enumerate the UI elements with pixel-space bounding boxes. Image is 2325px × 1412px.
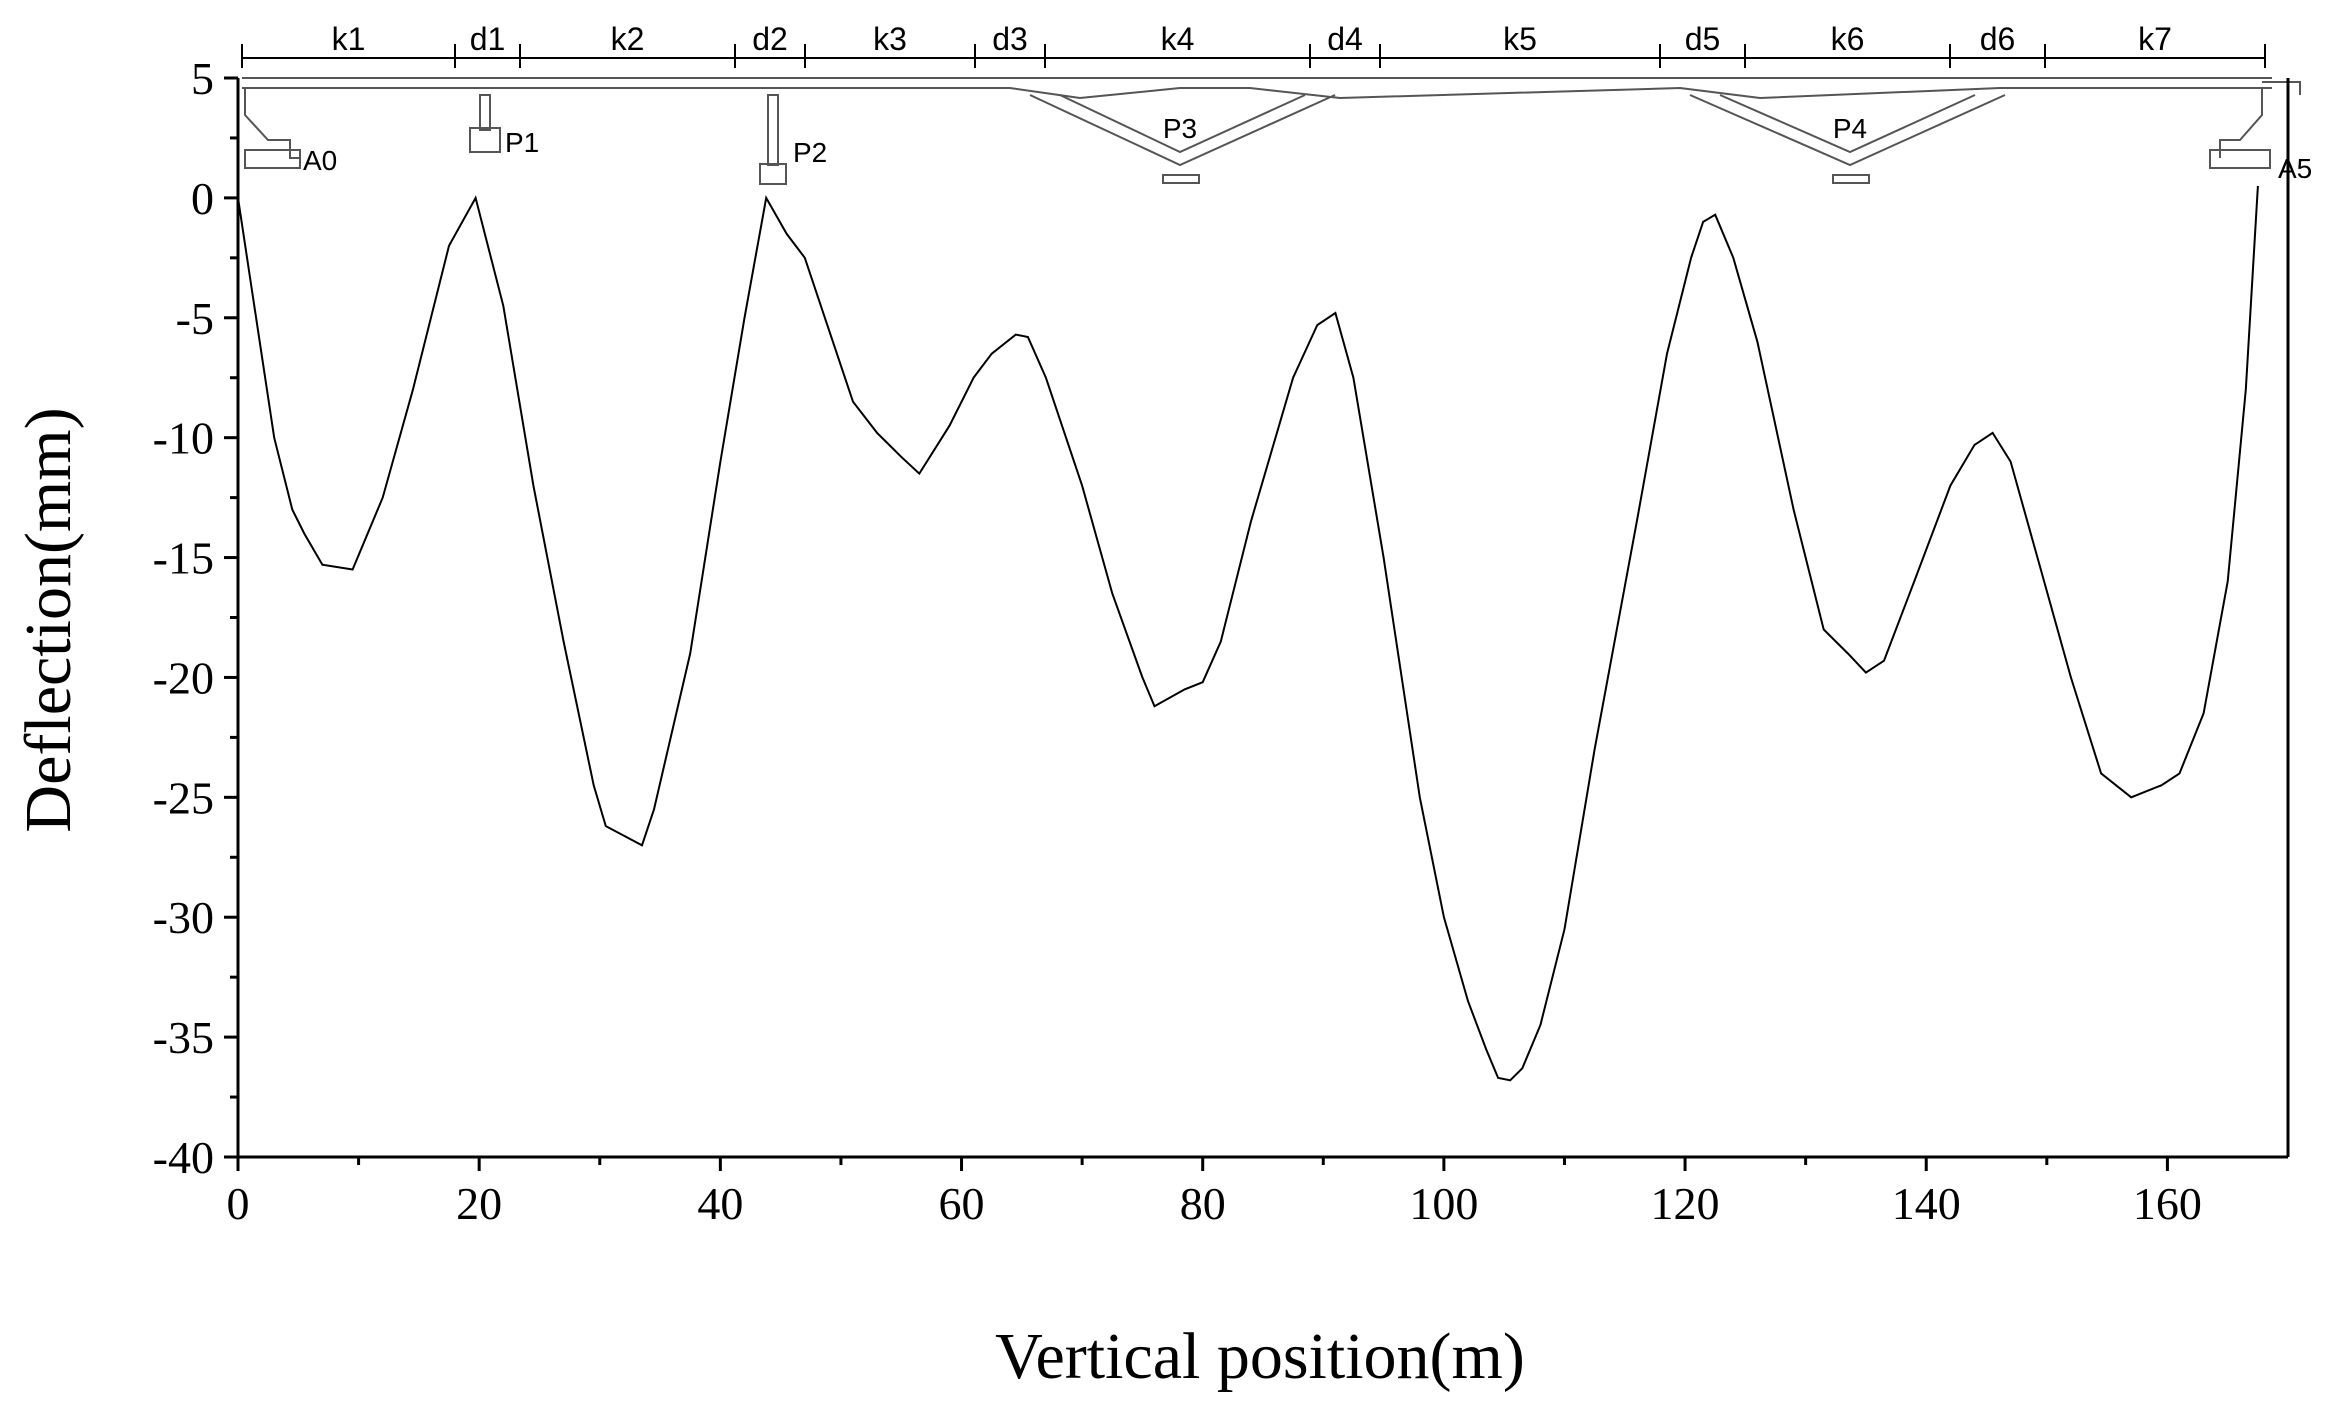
y-tick-label: -30 [153,892,214,943]
pier-p4-base [1832,174,1870,184]
segment-label: d3 [992,21,1028,57]
pier-p4-inner [1719,94,1976,154]
y-tick-label: -10 [153,413,214,464]
y-axis-label: Deflection(mm) [12,407,85,832]
y-tick-label: -25 [153,772,214,823]
abutment-a5-footing [2209,149,2271,169]
segment-label: d1 [470,21,506,57]
pier-p3-base [1162,174,1200,184]
abutment-a0-footing [244,149,301,169]
y-tick-label: -5 [176,293,214,344]
pier-p3-inner [1059,94,1306,154]
segment-label: d4 [1327,21,1363,57]
pier-p3-outer [1029,94,1336,167]
support-label: A0 [303,145,337,176]
support-label: P3 [1163,113,1197,144]
pier-p1 [479,94,491,131]
support-label: A5 [2278,153,2312,184]
segment-label: d5 [1685,21,1721,57]
axes [236,78,2290,1159]
y-ticks: 5 0 -5 -10 -15 -20 -25 -30 -35 -40 [153,53,238,1183]
segment-label: k3 [873,21,907,57]
x-tick-label: 0 [227,1178,250,1229]
segment-label: k5 [1503,21,1537,57]
x-tick-label: 60 [939,1178,985,1229]
abutment-a0 [244,88,300,159]
y-tick-label: -35 [153,1012,214,1063]
x-tick-label: 40 [697,1178,743,1229]
abutment-a5 [2219,88,2263,158]
x-tick-label: 120 [1651,1178,1720,1229]
segment-label: k4 [1161,21,1195,57]
x-ticks: 0 20 40 60 80 100 120 140 160 [227,1157,2202,1229]
segment-label: k6 [1831,21,1865,57]
support-label: P4 [1833,113,1867,144]
segment-label: d6 [1980,21,2016,57]
y-tick-label: -40 [153,1132,214,1183]
y-tick-label: 5 [191,53,214,104]
support-label: P1 [505,127,539,158]
segment-label: k1 [332,21,366,57]
x-tick-label: 100 [1409,1178,1478,1229]
x-tick-label: 20 [456,1178,502,1229]
x-tick-label: 160 [2133,1178,2202,1229]
plot-area [237,185,2259,1082]
abutment-a5-wall [2262,81,2301,95]
pier-p4-outer [1689,94,2006,167]
bridge-schematic: k1 d1 k2 d2 k3 d3 k4 d4 k5 d5 k6 d6 k7 A0 P1 P2 P3 P4 A5 [241,21,2312,185]
segment-label: k2 [611,21,645,57]
support-label: P2 [793,137,827,168]
y-tick-label: -20 [153,652,214,703]
pier-p2 [767,94,779,166]
bridge-deck-bottom [242,86,2272,100]
deflection-series-line [237,185,2259,1082]
y-tick-label: -15 [153,533,214,584]
x-axis-label: Vertical position(m) [995,1320,1525,1393]
x-tick-label: 140 [1892,1178,1961,1229]
segment-label: d2 [752,21,788,57]
y-tick-label: 0 [191,173,214,224]
pier-p1-footing [469,127,501,153]
segment-label: k7 [2138,21,2172,57]
pier-p2-footing [759,163,787,185]
x-tick-label: 80 [1180,1178,1226,1229]
